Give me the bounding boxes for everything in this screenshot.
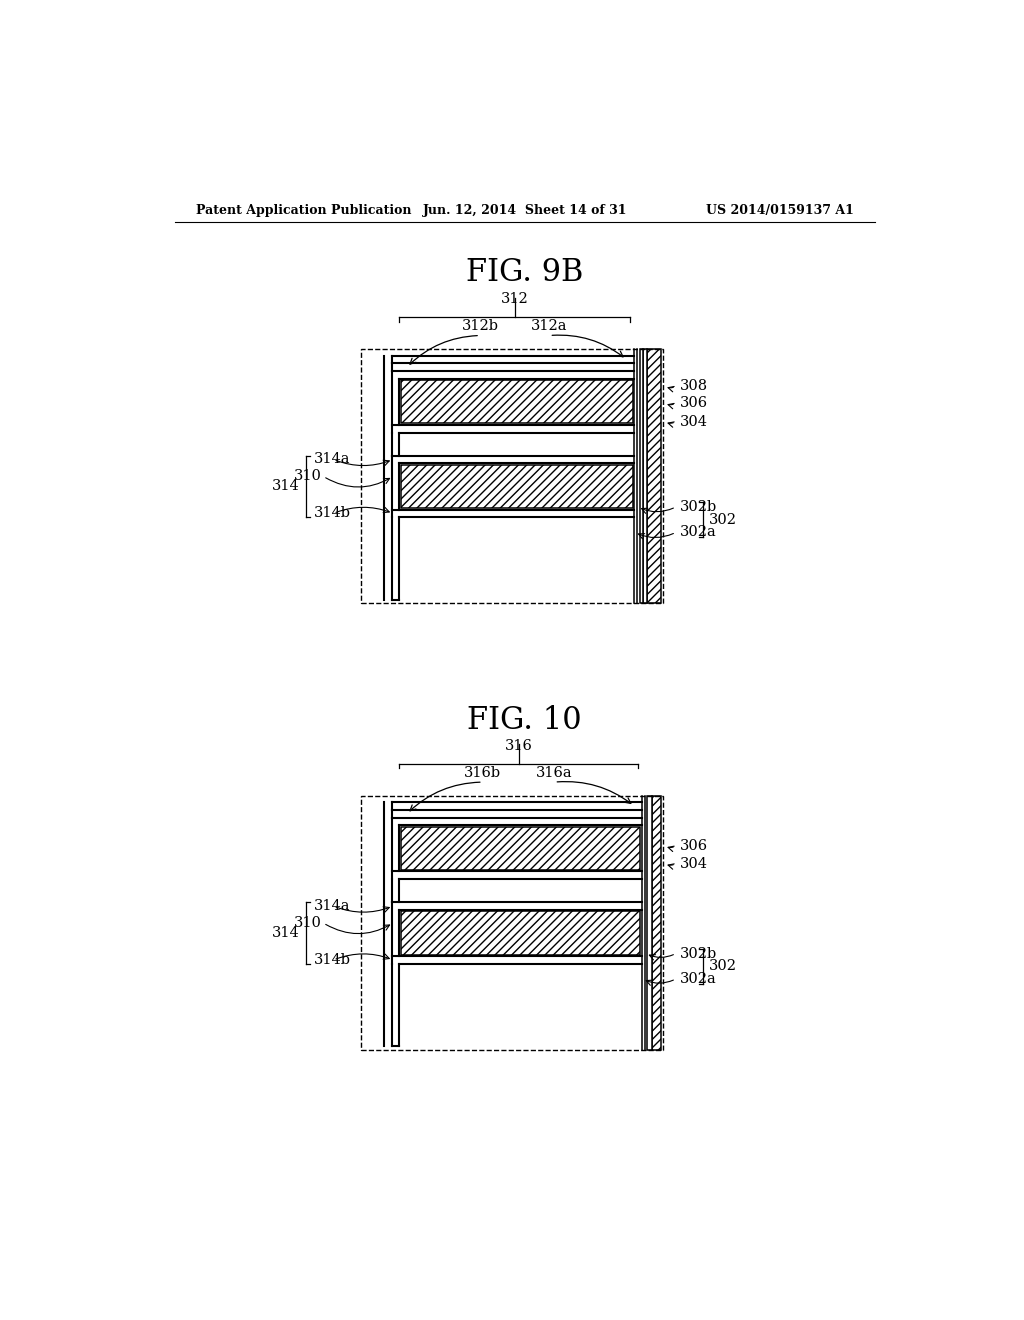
Text: Jun. 12, 2014  Sheet 14 of 31: Jun. 12, 2014 Sheet 14 of 31: [423, 205, 627, 218]
Text: 302: 302: [710, 960, 737, 973]
Text: 310: 310: [294, 470, 322, 483]
Bar: [652, 796, 662, 1051]
Text: 302: 302: [710, 512, 737, 527]
Text: 302a: 302a: [680, 972, 717, 986]
Text: FIG. 10: FIG. 10: [468, 705, 582, 737]
Text: 314: 314: [272, 927, 300, 940]
Text: FIG. 9B: FIG. 9B: [466, 257, 584, 288]
Bar: [400, 380, 633, 424]
Bar: [643, 350, 647, 603]
Text: 312: 312: [501, 292, 528, 306]
Bar: [647, 350, 662, 603]
Text: 304: 304: [680, 414, 708, 429]
Text: 314: 314: [272, 479, 300, 494]
Text: US 2014/0159137 A1: US 2014/0159137 A1: [706, 205, 853, 218]
Bar: [400, 465, 633, 508]
Bar: [400, 911, 640, 954]
Text: 314a: 314a: [314, 453, 350, 466]
Text: 314b: 314b: [314, 953, 351, 968]
Text: 304: 304: [680, 857, 708, 871]
Text: 312a: 312a: [531, 319, 567, 333]
Text: 316a: 316a: [537, 766, 572, 780]
Text: 314a: 314a: [314, 899, 350, 913]
Text: 314b: 314b: [314, 507, 351, 520]
Text: 310: 310: [294, 916, 322, 931]
Text: 306: 306: [680, 840, 708, 853]
Text: 312b: 312b: [462, 319, 499, 333]
Bar: [640, 350, 643, 603]
Text: 306: 306: [680, 396, 708, 411]
Bar: [360, 796, 663, 1051]
Bar: [360, 350, 663, 603]
Text: 302a: 302a: [680, 525, 717, 540]
Text: 302b: 302b: [680, 500, 717, 513]
Text: 316: 316: [505, 739, 532, 752]
Bar: [647, 796, 652, 1051]
Text: 316b: 316b: [464, 766, 502, 780]
Text: Patent Application Publication: Patent Application Publication: [197, 205, 412, 218]
Text: 302b: 302b: [680, 946, 717, 961]
Bar: [400, 826, 640, 870]
Text: 308: 308: [680, 379, 708, 393]
